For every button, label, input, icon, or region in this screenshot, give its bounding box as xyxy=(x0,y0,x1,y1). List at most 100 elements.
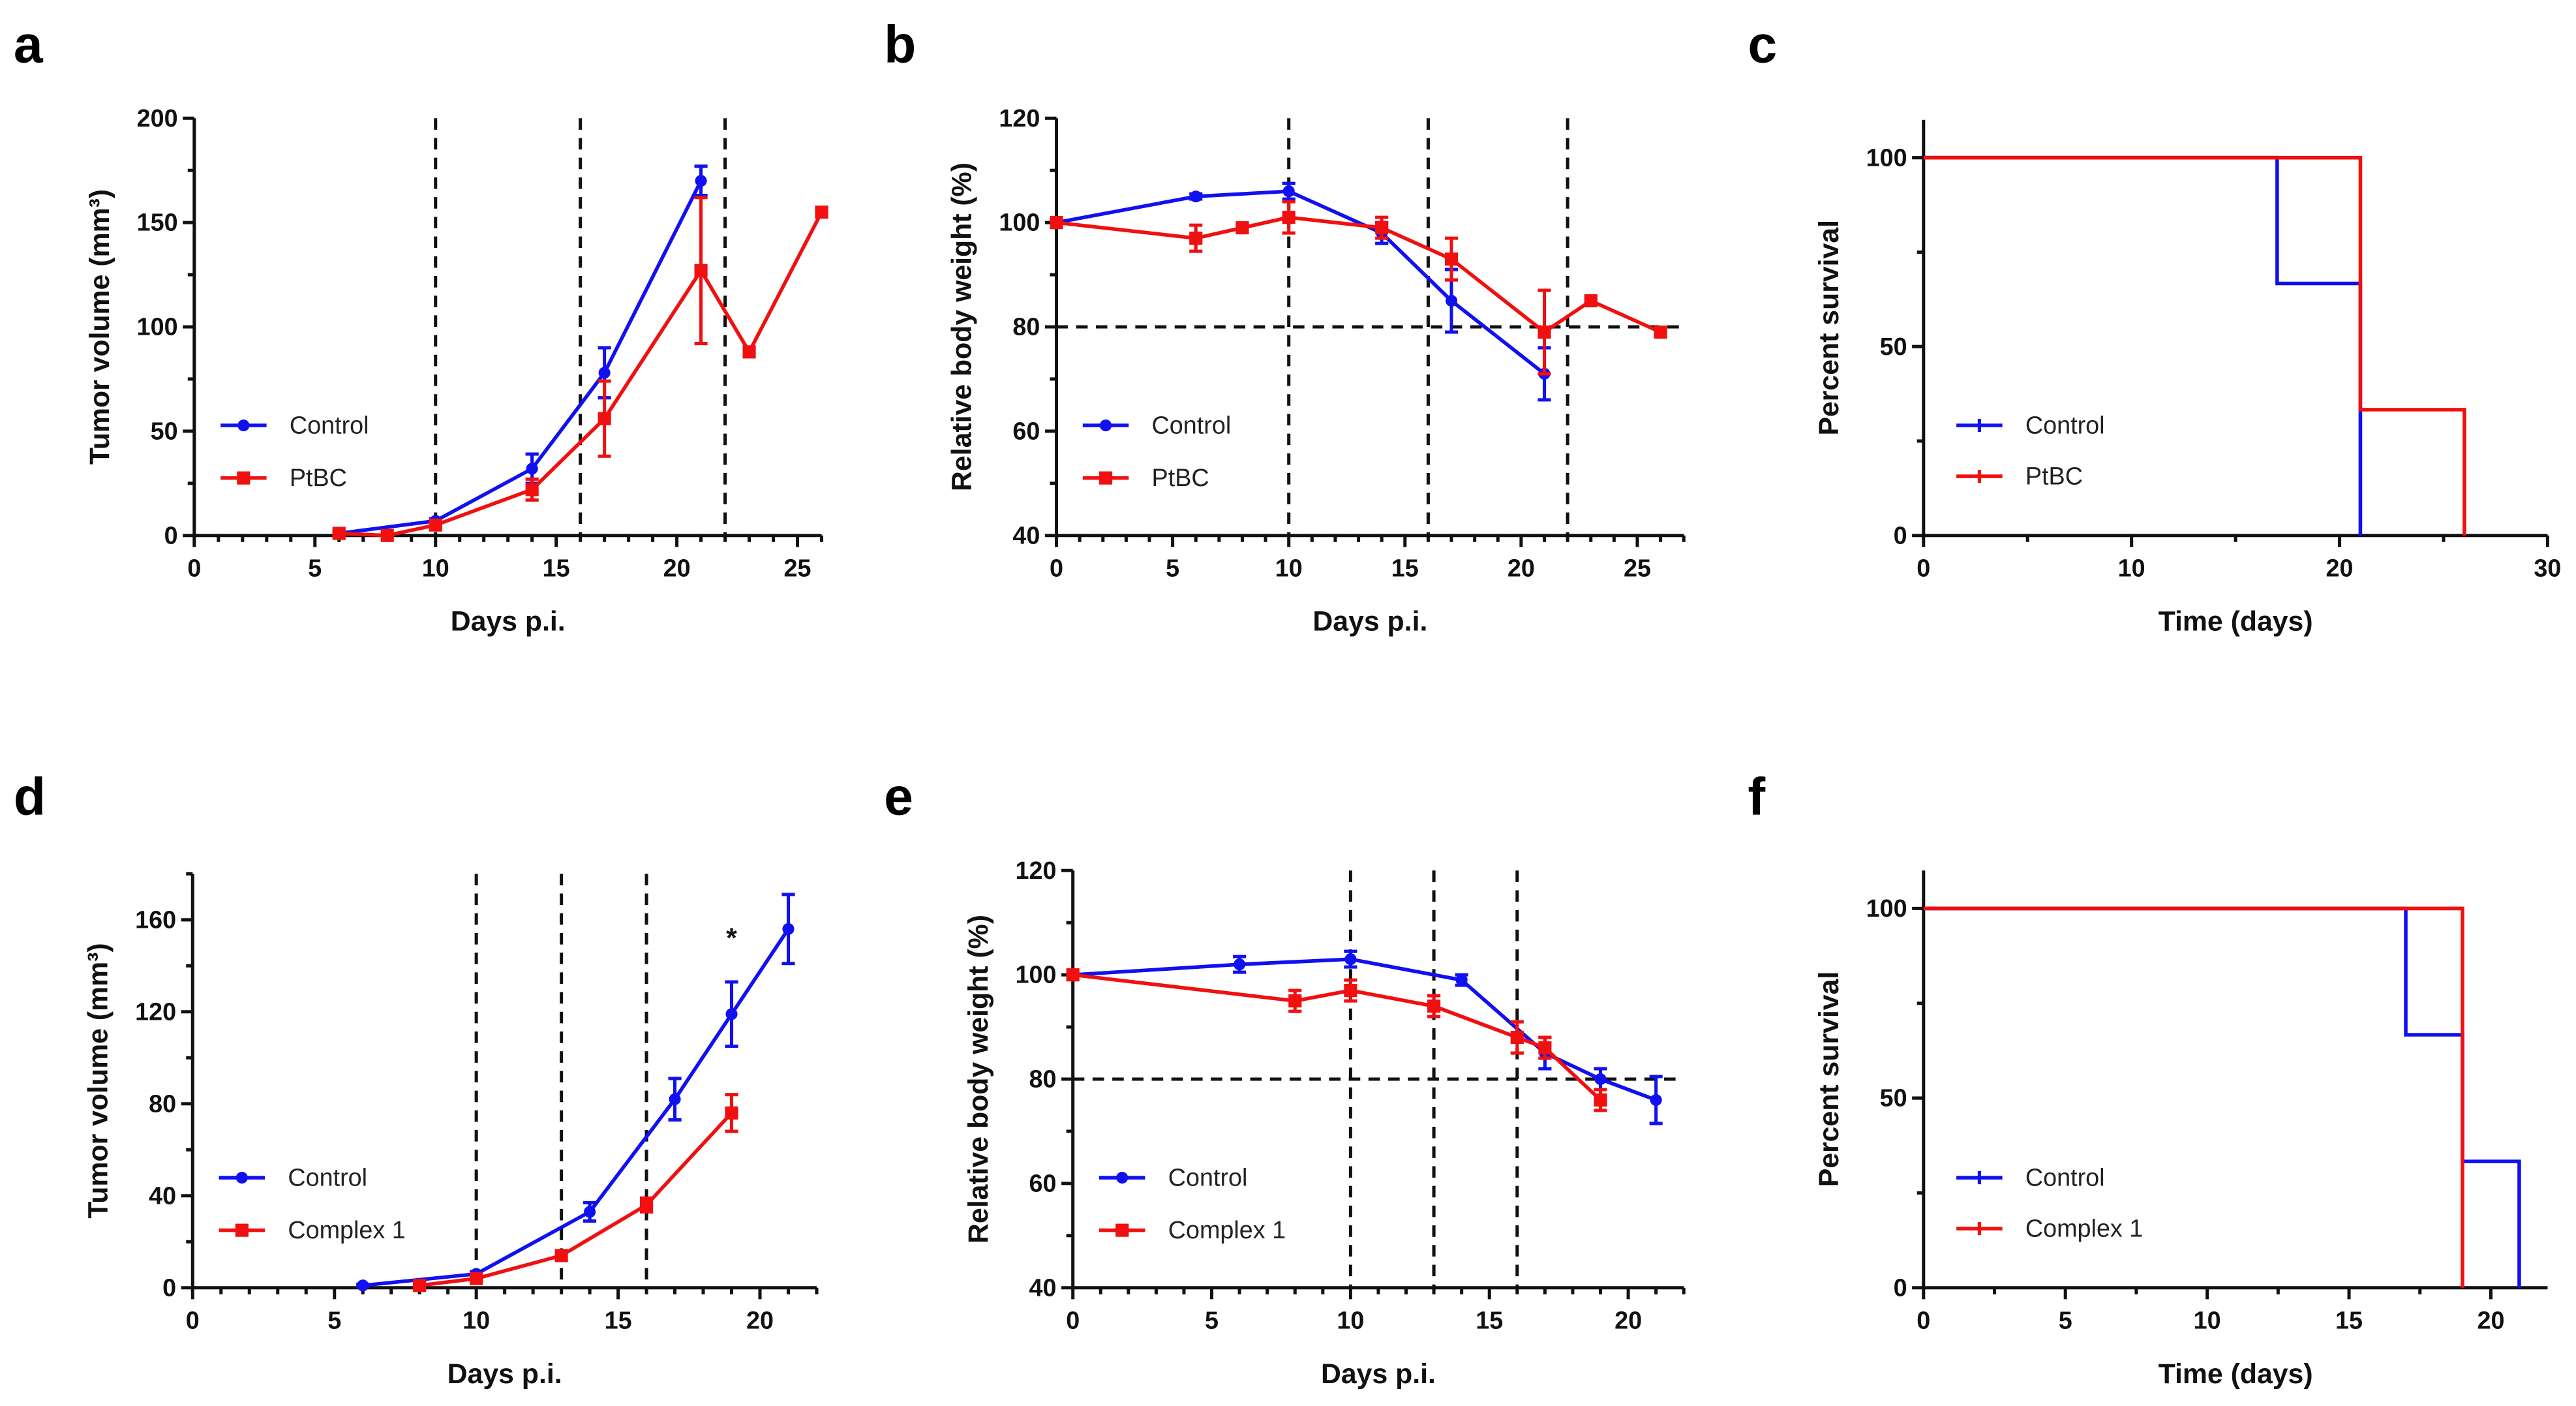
data-point xyxy=(1538,1041,1552,1055)
x-tick-label: 5 xyxy=(2059,1307,2072,1335)
data-point xyxy=(1455,974,1468,986)
x-tick-label: 0 xyxy=(186,1307,200,1335)
y-axis-title: Tumor volume (mm³) xyxy=(82,943,114,1218)
legend-label: Control xyxy=(2025,412,2105,440)
x-tick-label: 25 xyxy=(784,555,811,583)
panel-letter: a xyxy=(14,16,44,74)
x-tick-label: 10 xyxy=(422,555,449,583)
y-tick-label: 40 xyxy=(149,1182,176,1210)
data-point xyxy=(1344,953,1357,966)
legend-label: PtBC xyxy=(1152,465,1209,492)
data-point xyxy=(1288,994,1302,1008)
x-tick-label: 10 xyxy=(1337,1307,1364,1335)
x-axis-title: Days p.i. xyxy=(1321,1358,1436,1390)
series-line-ptbc xyxy=(1056,215,1661,335)
data-point xyxy=(1050,216,1063,230)
x-tick-label: 0 xyxy=(1917,1307,1930,1335)
y-tick-label: 120 xyxy=(135,998,176,1026)
data-point xyxy=(1510,1030,1524,1045)
x-tick-label: 15 xyxy=(605,1307,632,1335)
y-axis-title: Tumor volume (mm³) xyxy=(84,189,115,465)
legend-marker xyxy=(235,1223,249,1237)
x-tick-label: 10 xyxy=(2118,555,2145,583)
survival-curve-complex-1 xyxy=(1923,906,2464,1288)
panel-letter: d xyxy=(14,768,46,827)
x-tick-label: 25 xyxy=(1624,555,1651,583)
y-tick-label: 40 xyxy=(1012,522,1040,549)
x-axis-title: Days p.i. xyxy=(451,606,566,637)
legend-label: Control xyxy=(1152,412,1232,440)
x-tick-label: 20 xyxy=(2477,1307,2504,1335)
y-tick-label: 60 xyxy=(1029,1170,1057,1197)
x-axis-title: Days p.i. xyxy=(447,1358,562,1390)
data-point xyxy=(470,1272,483,1285)
data-point xyxy=(357,1279,369,1292)
legend-marker xyxy=(1116,1172,1129,1184)
y-tick-label: 100 xyxy=(137,314,178,341)
data-point xyxy=(639,1198,654,1212)
panel-e: e 0 5 10 15 20 40 60 80 100 120 Days p.i. Relative b… xyxy=(884,768,1686,1390)
data-point xyxy=(694,264,708,277)
data-point xyxy=(782,923,795,935)
data-point xyxy=(525,483,539,497)
survival-curve-ptbc xyxy=(1923,155,2466,536)
y-tick-label: 200 xyxy=(137,105,178,132)
panel-b: b 0 5 10 15 20 25 40 60 80 100 120 Days p.i. Relative… xyxy=(884,16,1686,637)
y-tick-label: 0 xyxy=(1894,1274,1907,1302)
y-tick-label: 120 xyxy=(999,105,1040,132)
y-axis-title: Relative body weight (%) xyxy=(963,915,994,1244)
x-axis-title: Time (days) xyxy=(2159,1358,2313,1390)
x-tick-label: 10 xyxy=(2194,1307,2221,1335)
x-tick-label: 20 xyxy=(2326,555,2354,583)
panel-letter: f xyxy=(1748,768,1765,827)
y-tick-label: 80 xyxy=(149,1090,176,1118)
y-tick-label: 60 xyxy=(1012,418,1040,445)
legend-marker xyxy=(1099,471,1113,485)
data-point xyxy=(526,463,538,475)
data-point xyxy=(1066,968,1080,982)
data-point xyxy=(1444,252,1459,266)
data-point xyxy=(669,1093,681,1105)
data-point xyxy=(1445,294,1458,307)
y-tick-label: 50 xyxy=(1880,1085,1907,1112)
y-tick-label: 0 xyxy=(164,522,178,549)
data-point xyxy=(554,1249,568,1262)
data-point xyxy=(695,175,707,187)
x-axis-title: Days p.i. xyxy=(1312,606,1427,637)
x-tick-label: 5 xyxy=(1166,555,1179,583)
legend-marker xyxy=(237,419,250,432)
x-tick-label: 15 xyxy=(1476,1307,1503,1335)
data-point xyxy=(1375,221,1389,235)
x-tick-label: 10 xyxy=(462,1307,490,1335)
y-tick-label: 0 xyxy=(162,1274,176,1302)
x-tick-label: 20 xyxy=(1614,1307,1642,1335)
x-axis-title: Time (days) xyxy=(2159,606,2313,637)
panel-letter: e xyxy=(884,768,913,827)
legend-label: Control xyxy=(2025,1165,2105,1192)
significance-annotation: * xyxy=(726,923,737,954)
data-point xyxy=(584,1206,596,1218)
data-point xyxy=(1282,211,1296,224)
panel-letter: c xyxy=(1748,16,1777,74)
x-tick-label: 5 xyxy=(1205,1307,1219,1335)
x-tick-label: 20 xyxy=(1508,555,1535,583)
legend-marker xyxy=(1115,1223,1129,1237)
series-line-control xyxy=(362,928,790,1287)
y-axis-title: Percent survival xyxy=(1813,971,1845,1187)
data-point xyxy=(1584,294,1598,308)
y-tick-label: 100 xyxy=(1866,144,1907,172)
data-point xyxy=(598,412,611,425)
data-point xyxy=(1282,185,1295,198)
data-point xyxy=(1594,1093,1607,1107)
legend-label: Control xyxy=(1168,1165,1248,1192)
y-tick-label: 100 xyxy=(999,209,1040,237)
x-tick-label: 15 xyxy=(543,555,570,583)
y-tick-label: 80 xyxy=(1029,1066,1057,1093)
data-point xyxy=(1235,221,1249,235)
y-tick-label: 120 xyxy=(1016,857,1057,885)
x-tick-label: 0 xyxy=(187,555,201,583)
data-point xyxy=(380,528,394,542)
data-point xyxy=(725,1008,738,1020)
y-tick-label: 80 xyxy=(1012,314,1040,341)
